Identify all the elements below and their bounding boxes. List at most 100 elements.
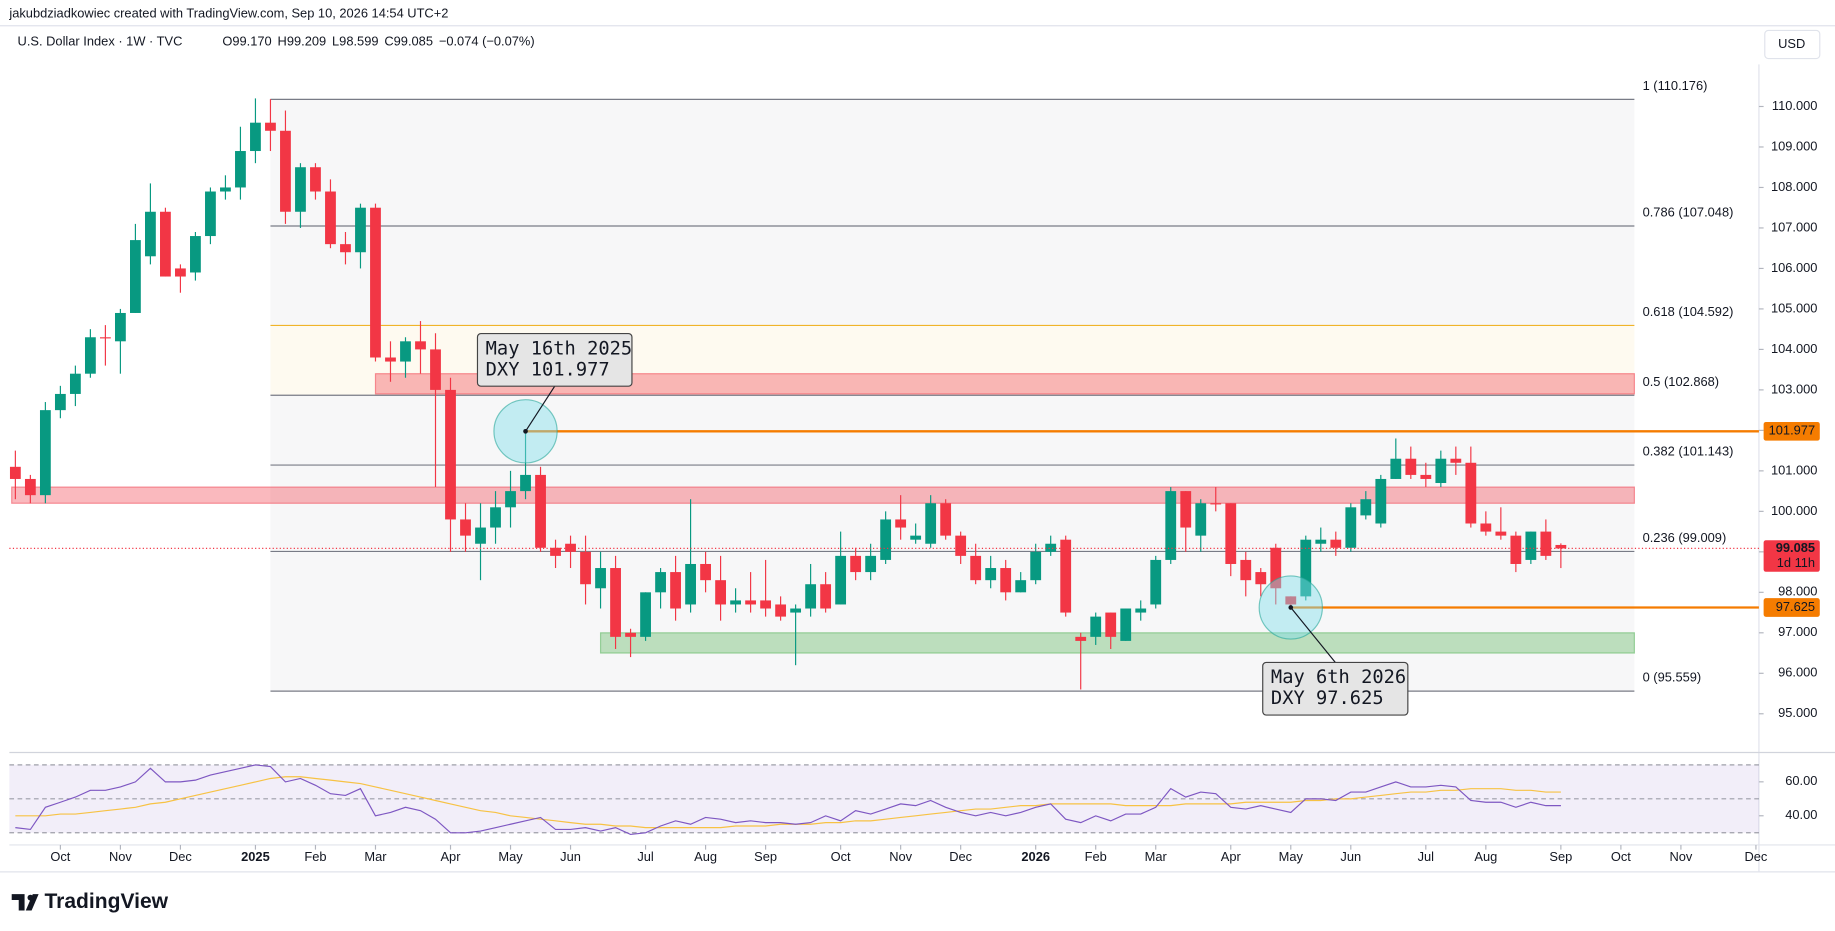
- fib-label: 0.5 (102.868): [1643, 374, 1720, 389]
- price-badge: [1763, 421, 1820, 441]
- candle-body: [685, 563, 696, 605]
- x-tick-label: Feb: [304, 849, 326, 864]
- callout-text: DXY 97.625: [1271, 688, 1384, 709]
- x-tick-label: May: [498, 849, 523, 864]
- ohlc-value: O99.170: [222, 34, 271, 49]
- watermark: jakubdziadkowiec created with TradingVie…: [8, 5, 448, 20]
- candle-body: [1465, 462, 1477, 524]
- candle-body: [235, 151, 246, 188]
- candle-body: [880, 519, 892, 560]
- candle-body: [865, 555, 877, 573]
- zone: [11, 486, 1635, 504]
- x-tick-label: 2026: [1021, 849, 1050, 864]
- y-tick-label: 109.000: [1771, 138, 1817, 153]
- price-badge-label: 97.625: [1776, 599, 1815, 614]
- fib-label: 0.618 (104.592): [1643, 304, 1734, 319]
- x-tick-label: Aug: [1474, 849, 1497, 864]
- candle-body: [114, 312, 126, 342]
- y-tick-label: 105.000: [1771, 300, 1817, 315]
- candle-body: [820, 584, 832, 609]
- candle-body: [1225, 503, 1237, 564]
- zone: [374, 373, 1635, 395]
- candle-body: [535, 474, 546, 548]
- candle-body: [985, 568, 997, 581]
- callout-box: [476, 332, 633, 387]
- fib-label: 0.382 (101.143): [1643, 444, 1734, 459]
- candle-body: [1090, 616, 1102, 637]
- candle-body: [1315, 539, 1327, 544]
- x-tick-label: Dec: [169, 849, 192, 864]
- candle-body: [1000, 568, 1012, 593]
- candle-body: [99, 337, 111, 339]
- rsi-tick-label: 40.00: [1785, 807, 1817, 822]
- candle-body: [1210, 503, 1222, 505]
- callout-text: May 6th 2026: [1271, 667, 1406, 688]
- candle-body: [520, 474, 531, 492]
- candle-body: [1450, 458, 1462, 463]
- currency[interactable]: USD: [1778, 36, 1805, 51]
- x-tick-label: Oct: [1611, 849, 1631, 864]
- candle-body: [745, 600, 757, 605]
- fib-label: 0.236 (99.009): [1643, 530, 1727, 545]
- candle-body: [460, 519, 471, 536]
- y-tick-label: 110.000: [1772, 98, 1818, 113]
- candle-body: [700, 563, 711, 581]
- callout-text: May 16th 2025: [486, 338, 633, 359]
- candle-body: [910, 535, 922, 540]
- candle-body: [760, 600, 772, 609]
- candle-body: [1075, 636, 1087, 641]
- brand: TradingView: [44, 890, 168, 913]
- x-tick-label: Mar: [364, 849, 387, 864]
- candle-body: [1405, 458, 1417, 475]
- candle-body: [130, 240, 141, 313]
- candle-body: [970, 555, 982, 581]
- candle-body: [1300, 539, 1312, 597]
- x-tick-label: Apr: [440, 849, 461, 864]
- symbol: U.S. Dollar Index · 1W · TVC: [18, 34, 183, 49]
- candle-body: [1105, 612, 1117, 637]
- candle-body: [84, 337, 96, 374]
- candle-body: [550, 547, 561, 556]
- ohlc-value: H99.209: [278, 34, 327, 49]
- callout-pointer: [525, 385, 556, 432]
- candle-body: [415, 341, 426, 350]
- y-tick-label: 98.000: [1778, 584, 1817, 599]
- candle-body: [430, 349, 441, 390]
- ohlc-value: −0.074 (−0.07%): [439, 34, 535, 49]
- candle-body: [445, 389, 456, 520]
- candle-body: [280, 130, 291, 212]
- ohlc-value: C99.085: [384, 34, 433, 49]
- last-price-label: 99.085: [1776, 540, 1815, 555]
- x-tick-label: Nov: [1669, 849, 1692, 864]
- price-badge: [1763, 598, 1820, 617]
- candle-body: [1060, 539, 1072, 613]
- candle-body: [1165, 491, 1177, 560]
- y-tick-label: 100.000: [1771, 503, 1817, 518]
- candle-body: [1030, 551, 1042, 581]
- candle-body: [640, 592, 651, 637]
- x-tick-label: Mar: [1145, 849, 1168, 864]
- candle-body: [1375, 478, 1387, 524]
- candle-body: [655, 572, 666, 593]
- x-tick-label: Nov: [889, 849, 912, 864]
- candle-body: [1510, 535, 1522, 564]
- candle-body: [385, 357, 396, 362]
- candle-body: [775, 604, 787, 617]
- y-tick-label: 101.000: [1771, 462, 1817, 477]
- candle-body: [250, 122, 261, 152]
- callout-box: [1262, 661, 1409, 716]
- y-tick-label: 108.000: [1771, 179, 1817, 194]
- candle-body: [310, 167, 321, 192]
- candle-body: [505, 491, 516, 508]
- candle-body: [925, 503, 937, 544]
- candle-body: [175, 268, 186, 277]
- rsi-tick-label: 60.00: [1785, 773, 1817, 788]
- candle-body: [1240, 559, 1252, 581]
- currency-button[interactable]: [1764, 29, 1821, 60]
- candle-body: [625, 632, 636, 637]
- candle-body: [1270, 547, 1282, 589]
- fib-band: [270, 99, 1635, 227]
- rsi-line: [15, 764, 1561, 836]
- plot: 1 (110.176) 0.786 (107.048) 0.618 (104.592…: [9, 78, 1820, 864]
- candle-body: [670, 572, 681, 609]
